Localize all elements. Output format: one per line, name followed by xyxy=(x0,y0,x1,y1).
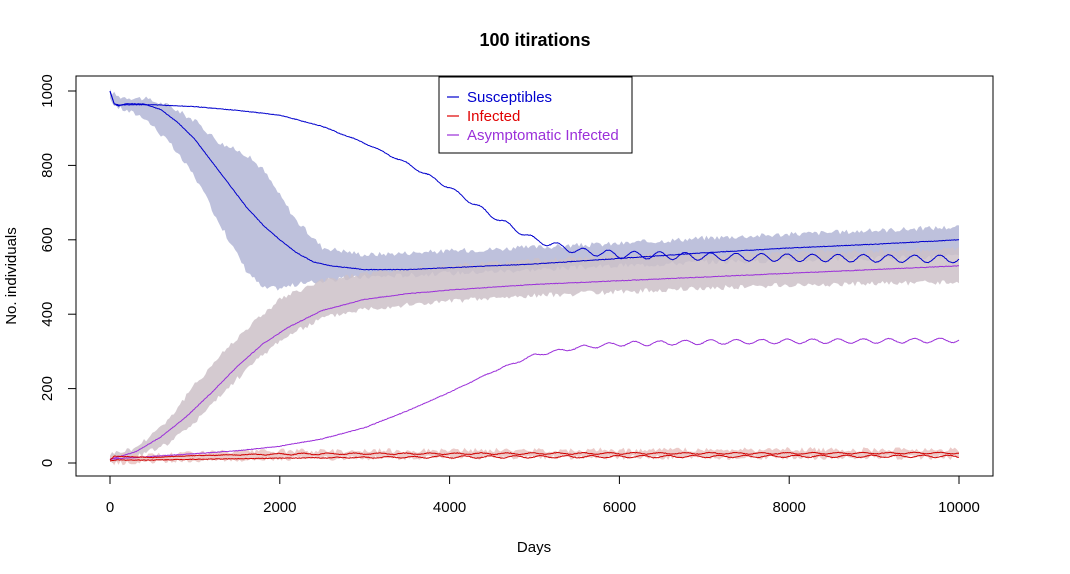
band-susceptibles xyxy=(110,89,959,291)
legend-label-asymptomatic: Asymptomatic Infected xyxy=(467,127,619,144)
series-line-infected-5 xyxy=(109,454,960,462)
legend: Susceptibles Infected Asymptomatic Infec… xyxy=(438,76,633,154)
chart-title: 100 itirations xyxy=(479,30,590,50)
series-line-susceptibles-0 xyxy=(109,91,960,271)
band-infected xyxy=(110,447,959,466)
y-tick-label-0: 0 xyxy=(39,459,56,467)
confidence-bands xyxy=(110,89,959,466)
x-tick-label-10000: 10000 xyxy=(938,499,980,516)
band-asymptomatic-infected xyxy=(110,246,959,464)
x-tick-label-8000: 8000 xyxy=(773,499,806,516)
y-tick-label-200: 200 xyxy=(39,376,56,401)
y-tick-label-400: 400 xyxy=(39,302,56,327)
y-tick-label-800: 800 xyxy=(39,153,56,178)
y-axis-label: No. individuals xyxy=(3,227,20,325)
y-tick-label-600: 600 xyxy=(39,227,56,252)
legend-label-susceptibles: Susceptibles xyxy=(467,89,552,106)
series-line-asymptomatic-infected-2 xyxy=(109,265,959,460)
x-axis-label: Days xyxy=(517,539,551,556)
x-tick-label-0: 0 xyxy=(106,499,114,516)
x-tick-label-6000: 6000 xyxy=(603,499,636,516)
x-tick-label-4000: 4000 xyxy=(433,499,466,516)
series-line-asymptomatic-infected-3 xyxy=(109,337,960,461)
legend-box xyxy=(438,76,633,154)
series-line-infected-4 xyxy=(109,451,960,461)
series-lines xyxy=(109,90,960,462)
y-tick-label-1000: 1000 xyxy=(39,74,56,107)
x-axis: 0 2000 4000 6000 8000 10000 xyxy=(106,475,980,516)
y-axis: 0 200 400 600 800 1000 xyxy=(39,74,77,467)
x-tick-label-2000: 2000 xyxy=(263,499,296,516)
legend-label-infected: Infected xyxy=(467,108,520,125)
series-line-susceptibles-1 xyxy=(109,90,960,264)
